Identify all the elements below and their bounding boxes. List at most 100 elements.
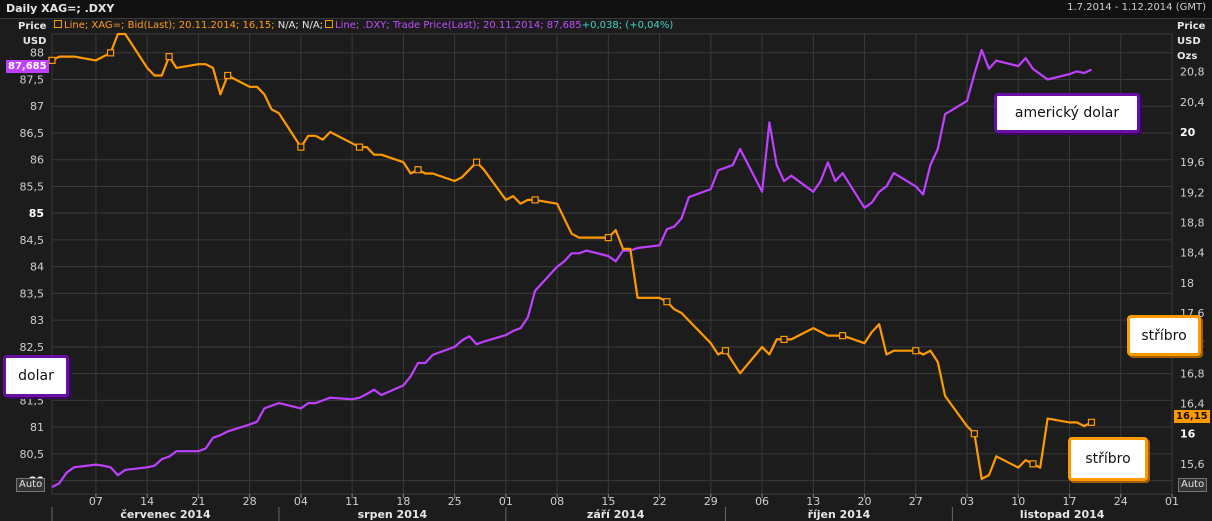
left-tick-label: 85 — [29, 207, 44, 220]
x-tick-label: 04 — [294, 495, 308, 508]
left-tick-label: 84,5 — [20, 234, 45, 247]
xag-point-marker — [721, 347, 730, 355]
left-auto-button[interactable]: Auto — [16, 478, 46, 492]
right-tick-label: 16 — [1180, 428, 1196, 441]
dxy-line — [51, 48, 1092, 488]
xag-point-marker — [48, 56, 56, 64]
x-tick-label: 18 — [396, 495, 410, 508]
xag-point-marker — [970, 430, 978, 438]
series-layer — [51, 32, 1092, 488]
xag-point-marker — [1087, 418, 1096, 426]
right-tick-label: 18,4 — [1180, 247, 1205, 260]
left-tick-label: 86 — [30, 154, 44, 167]
x-tick-label: 01 — [1165, 495, 1179, 508]
left-tick-label: 87 — [30, 100, 44, 113]
xag-point-marker — [780, 335, 788, 344]
left-axis-head-usd: USD — [22, 36, 47, 47]
title-bar: Daily XAG=; .DXY 1.7.2014 - 1.12.2014 (G… — [0, 0, 1212, 19]
right-tick-label: 18,8 — [1180, 217, 1205, 230]
x-axis: 07 14 21 28 04 11 18 25 01 08 15 22 29 06 13 20 27 03 10 17… — [89, 494, 1179, 508]
marker-layer — [48, 49, 1096, 468]
right-tick-label: 19,2 — [1180, 186, 1205, 199]
x-tick-label: 20 — [858, 495, 872, 508]
left-tick-label: 81,5 — [20, 394, 45, 407]
left-axis-head-price: Price — [18, 21, 47, 32]
right-axis-head: Price USD Ozs — [1177, 19, 1205, 64]
grid-layer — [52, 34, 1173, 494]
month-label: srpen 2014 — [358, 508, 428, 521]
right-tick-label: 20 — [1180, 126, 1196, 139]
month-axis: červenec 2014 srpen 2014 září 2014 říjen 20… — [51, 507, 1105, 521]
x-tick-label: 24 — [1114, 495, 1128, 508]
left-tick-label: 83 — [30, 314, 44, 327]
left-axis: 8080,58181,58282,58383,58484,58585,58686… — [20, 47, 45, 488]
right-tick-label: 16,8 — [1180, 367, 1205, 380]
left-axis-head: Price USD — [18, 19, 46, 49]
month-label: červenec 2014 — [120, 508, 211, 521]
chart-title: Daily XAG=; .DXY — [6, 2, 115, 15]
left-tick-label: 86,5 — [20, 127, 45, 140]
x-tick-label: 17 — [1063, 495, 1077, 508]
xag-point-marker — [297, 143, 305, 151]
xag-point-marker — [1029, 460, 1037, 468]
xag-point-marker — [472, 158, 481, 166]
right-tick-label: 20,8 — [1180, 66, 1205, 79]
right-tick-label: 18 — [1180, 277, 1194, 290]
x-tick-label: 13 — [806, 495, 820, 508]
xag-line — [51, 32, 1092, 480]
left-tick-label: 83,5 — [20, 287, 45, 300]
x-tick-label: 15 — [601, 495, 615, 508]
right-axis-head-usd: USD — [1177, 36, 1201, 47]
callout-dolar-left: dolar — [3, 355, 69, 397]
x-tick-label: 11 — [345, 495, 359, 508]
xag-point-marker — [355, 143, 364, 151]
legend-dxy: Line; .DXY; Trade Price(Last); 20.11.201… — [335, 20, 582, 31]
xag-point-marker — [838, 332, 847, 340]
right-axis-head-price: Price — [1177, 21, 1206, 32]
x-tick-label: 22 — [653, 495, 667, 508]
left-tick-label: 87,5 — [20, 73, 45, 86]
left-tick-label: 88 — [30, 47, 44, 60]
legend-xag: Line; XAG=; Bid(Last); 20.11.2014; 16,15… — [64, 20, 275, 31]
x-tick-label: 29 — [704, 495, 718, 508]
x-tick-label: 14 — [140, 495, 154, 508]
legend-marker-dxy — [325, 20, 334, 28]
xag-point-marker — [224, 71, 232, 80]
left-tick-label: 85,5 — [20, 180, 45, 193]
right-axis-head-ozs: Ozs — [1177, 51, 1198, 62]
xag-point-marker — [604, 234, 612, 242]
month-label: září 2014 — [587, 508, 645, 521]
xag-point-marker — [912, 347, 920, 355]
xag-point-marker — [414, 166, 422, 174]
legend-marker-xag — [54, 20, 62, 28]
x-tick-label: 28 — [243, 495, 257, 508]
legend: Line; XAG=; Bid(Last); 20.11.2014; 16,15… — [52, 20, 673, 31]
callout-silver-top: stříbro — [1127, 315, 1201, 356]
date-range: 1.7.2014 - 1.12.2014 (GMT) — [1067, 2, 1206, 13]
plot-area — [51, 33, 1173, 495]
left-tick-label: 81 — [30, 421, 44, 434]
xag-point-marker — [106, 49, 115, 57]
x-tick-label: 06 — [755, 495, 769, 508]
right-tick-label: 16,4 — [1180, 398, 1205, 411]
callout-dolar-right: americký dolar — [994, 93, 1140, 133]
dxy-current-tag: 87,685 — [6, 60, 49, 73]
right-auto-button[interactable]: Auto — [1178, 478, 1208, 492]
x-tick-label: 01 — [499, 495, 513, 508]
right-tick-label: 20,4 — [1180, 96, 1205, 109]
xag-point-marker — [663, 298, 671, 306]
xag-current-tag: 16,15 — [1174, 410, 1210, 423]
left-tick-label: 82,5 — [20, 341, 45, 354]
right-tick-label: 19,6 — [1180, 156, 1205, 169]
x-tick-label: 10 — [1011, 495, 1025, 508]
x-tick-label: 27 — [909, 495, 923, 508]
xag-point-marker — [531, 196, 539, 204]
x-tick-label: 07 — [89, 495, 103, 508]
left-tick-label: 84 — [30, 261, 44, 274]
legend-xag-na: N/A; N/A; — [277, 20, 324, 31]
callout-silver-bottom: stříbro — [1068, 437, 1148, 481]
month-label: listopad 2014 — [1020, 508, 1105, 521]
xag-point-marker — [165, 53, 173, 61]
x-tick-label: 21 — [191, 495, 205, 508]
